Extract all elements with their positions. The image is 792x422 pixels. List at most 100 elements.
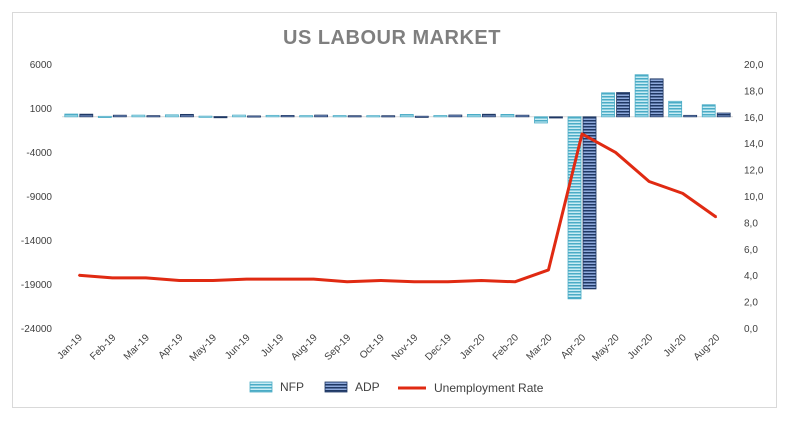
left-tick-label: 6000 xyxy=(30,60,53,71)
unemployment-rate-point xyxy=(480,279,483,282)
line-series xyxy=(77,132,718,284)
x-tick-label: Feb-20 xyxy=(491,332,521,362)
bar-adp xyxy=(716,112,731,118)
bar-adp xyxy=(549,116,563,119)
bar-adp xyxy=(180,113,194,118)
unemployment-rate-point xyxy=(77,274,80,277)
x-tick-label: Jun-20 xyxy=(626,332,656,362)
x-tick-label: Apr-20 xyxy=(559,332,588,361)
legend-swatch-nfp xyxy=(249,381,273,393)
bar-nfp xyxy=(634,74,649,118)
bar-nfp xyxy=(366,115,381,118)
bar-nfp xyxy=(97,115,112,118)
unemployment-rate-line xyxy=(78,132,718,284)
legend-swatch-adp xyxy=(324,381,348,393)
x-tick-label: Sep-19 xyxy=(323,332,354,363)
unemployment-rate-point xyxy=(279,278,281,280)
bar-adp xyxy=(314,114,329,118)
left-tick-label: -4000 xyxy=(26,148,52,159)
unemployment-rate-point xyxy=(547,269,550,271)
bar-series xyxy=(64,74,731,300)
bar-nfp xyxy=(299,115,314,118)
unemployment-rate-point xyxy=(111,277,114,279)
right-tick-label: 16,0 xyxy=(744,113,764,124)
bar-nfp xyxy=(165,114,179,118)
x-tick-label: Jan-19 xyxy=(55,332,85,362)
left-tick-label: -24000 xyxy=(21,324,53,335)
x-tick-label: Aug-20 xyxy=(692,332,723,363)
bar-adp xyxy=(582,116,597,290)
bar-nfp xyxy=(567,116,582,300)
unemployment-rate-point xyxy=(413,281,416,283)
unemployment-rate-point xyxy=(681,192,684,195)
legend-label: NFP xyxy=(280,380,304,394)
x-tick-label: Mar-19 xyxy=(122,332,152,362)
bar-nfp xyxy=(232,114,246,118)
x-tick-label: Nov-19 xyxy=(390,332,421,363)
bar-adp xyxy=(649,78,664,118)
chart-frame xyxy=(12,12,777,408)
legend: NFP ADP Unemployment Rate xyxy=(249,380,544,395)
bar-adp xyxy=(448,114,463,118)
legend-label: ADP xyxy=(355,380,380,394)
right-tick-label: 8,0 xyxy=(744,218,758,229)
left-tick-label: -19000 xyxy=(21,280,53,291)
unemployment-rate-point xyxy=(379,279,382,282)
bar-nfp xyxy=(332,115,347,118)
x-tick-label: Jul-19 xyxy=(259,332,286,359)
bar-adp xyxy=(280,115,295,118)
unemployment-rate-point xyxy=(312,278,315,280)
unemployment-rate-point xyxy=(648,180,650,183)
x-tick-label: Feb-19 xyxy=(88,332,118,362)
right-tick-label: 4,0 xyxy=(744,271,758,282)
left-axis-ticks: 6000 1000 -4000 -9000 -14000 -19000 -24000 xyxy=(21,60,53,335)
bar-nfp xyxy=(668,100,683,118)
left-tick-label: -9000 xyxy=(26,192,52,203)
x-tick-label: May-19 xyxy=(188,332,220,364)
bar-adp xyxy=(515,114,530,118)
x-tick-label: Dec-19 xyxy=(423,332,454,363)
bar-adp xyxy=(146,115,161,118)
unemployment-rate-point xyxy=(212,279,214,282)
bar-nfp xyxy=(701,104,716,118)
unemployment-rate-point xyxy=(346,281,348,283)
right-axis-ticks: 20,0 18,0 16,0 14,0 12,0 10,0 8,0 6,0 4,0 2,0 0,0 xyxy=(744,60,764,335)
bar-nfp xyxy=(399,114,414,118)
bar-adp xyxy=(683,114,698,118)
right-tick-label: 10,0 xyxy=(744,192,764,203)
right-tick-label: 20,0 xyxy=(744,60,764,71)
bar-nfp xyxy=(64,113,79,118)
x-tick-label: Jan-20 xyxy=(458,332,488,362)
unemployment-rate-point xyxy=(581,133,583,135)
unemployment-rate-point xyxy=(614,151,617,154)
x-tick-label: Apr-19 xyxy=(157,332,186,361)
bar-adp xyxy=(616,92,630,118)
bar-nfp xyxy=(265,114,280,118)
bar-adp xyxy=(247,115,261,118)
chart-title: US LABOUR MARKET xyxy=(283,27,501,49)
right-tick-label: 14,0 xyxy=(744,139,764,150)
right-tick-label: 2,0 xyxy=(744,298,758,309)
right-tick-label: 6,0 xyxy=(744,245,758,256)
x-tick-label: Oct-19 xyxy=(358,332,387,361)
bar-adp xyxy=(381,115,396,118)
bar-nfp xyxy=(198,115,213,118)
bar-nfp xyxy=(534,116,548,124)
unemployment-rate-point xyxy=(447,281,449,283)
unemployment-rate-point xyxy=(715,216,718,218)
legend-label: Unemployment Rate xyxy=(434,381,544,395)
x-tick-label: Jun-19 xyxy=(223,332,253,362)
bar-nfp xyxy=(601,92,615,118)
right-tick-label: 18,0 xyxy=(744,86,764,97)
unemployment-rate-point xyxy=(514,281,516,283)
unemployment-rate-point xyxy=(178,279,181,282)
x-axis-ticks: Jan-19 Feb-19 Mar-19 Apr-19 May-19 Jun-19 Jul-… xyxy=(55,332,722,364)
x-tick-label: Mar-20 xyxy=(524,332,554,362)
bar-adp xyxy=(347,115,362,118)
bar-adp xyxy=(481,113,496,118)
bar-nfp xyxy=(500,113,515,118)
x-tick-label: May-20 xyxy=(590,332,622,364)
left-tick-label: 1000 xyxy=(30,104,53,115)
bar-adp xyxy=(213,116,228,119)
